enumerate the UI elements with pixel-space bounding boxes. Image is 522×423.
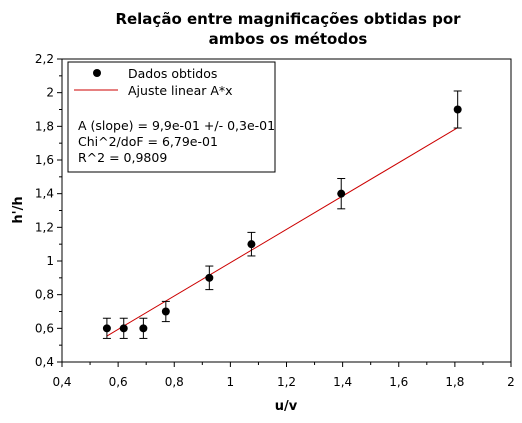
x-tick-label: 1,2 — [277, 375, 296, 389]
y-axis-label: h'/h — [11, 196, 26, 223]
y-tick-label: 0,6 — [35, 321, 54, 335]
y-tick-label: 1,4 — [35, 187, 54, 201]
annotation-chi2: Chi^2/doF = 6,79e-01 — [78, 134, 218, 149]
y-tick-label: 1,6 — [35, 153, 54, 167]
y-tick-label: 1,8 — [35, 119, 54, 133]
x-tick-label: 0,6 — [109, 375, 128, 389]
x-tick-label: 0,8 — [165, 375, 184, 389]
chart-title-line-1: Relação entre magnificações obtidas por — [115, 10, 461, 28]
annotation-slope: A (slope) = 9,9e-01 +/- 0,3e-01 — [78, 118, 275, 133]
x-tick-label: 2 — [507, 375, 515, 389]
x-tick-label: 1,4 — [333, 375, 352, 389]
data-point — [139, 324, 148, 333]
data-point — [161, 307, 170, 316]
x-axis-label: u/v — [275, 399, 298, 414]
legend-marker-data — [93, 69, 101, 77]
y-tick-label: 2 — [46, 86, 54, 100]
x-tick-label: 1,6 — [389, 375, 408, 389]
legend-label-data: Dados obtidos — [128, 66, 217, 81]
y-tick-label: 1,2 — [35, 220, 54, 234]
y-tick-label: 1 — [46, 254, 54, 268]
data-point — [119, 324, 128, 333]
y-tick-label: 0,4 — [35, 355, 54, 369]
data-point — [247, 240, 256, 249]
legend-label-fit: Ajuste linear A*x — [128, 83, 233, 98]
y-axis: 0,4 0,6 0,8 1 1,2 1,4 1,6 1,8 2 2,2 — [35, 52, 62, 369]
data-point — [205, 273, 214, 282]
data-point — [337, 189, 346, 198]
data-point — [102, 324, 111, 333]
annotation-r2: R^2 = 0,9809 — [78, 150, 167, 165]
x-tick-label: 1,8 — [445, 375, 464, 389]
legend-box — [67, 61, 276, 173]
data-points-layer — [102, 90, 462, 339]
chart-title-line-2: ambos os métodos — [209, 30, 368, 48]
data-point — [453, 105, 462, 114]
y-tick-label: 0,8 — [35, 288, 54, 302]
x-tick-label: 1 — [227, 375, 235, 389]
legend: Dados obtidos Ajuste linear A*x A (slope… — [67, 61, 276, 173]
y-tick-label: 2,2 — [35, 52, 54, 66]
x-tick-label: 0,4 — [52, 375, 71, 389]
x-axis: 0,4 0,6 0,8 1 1,2 1,4 1,6 1,8 2 — [52, 362, 515, 389]
